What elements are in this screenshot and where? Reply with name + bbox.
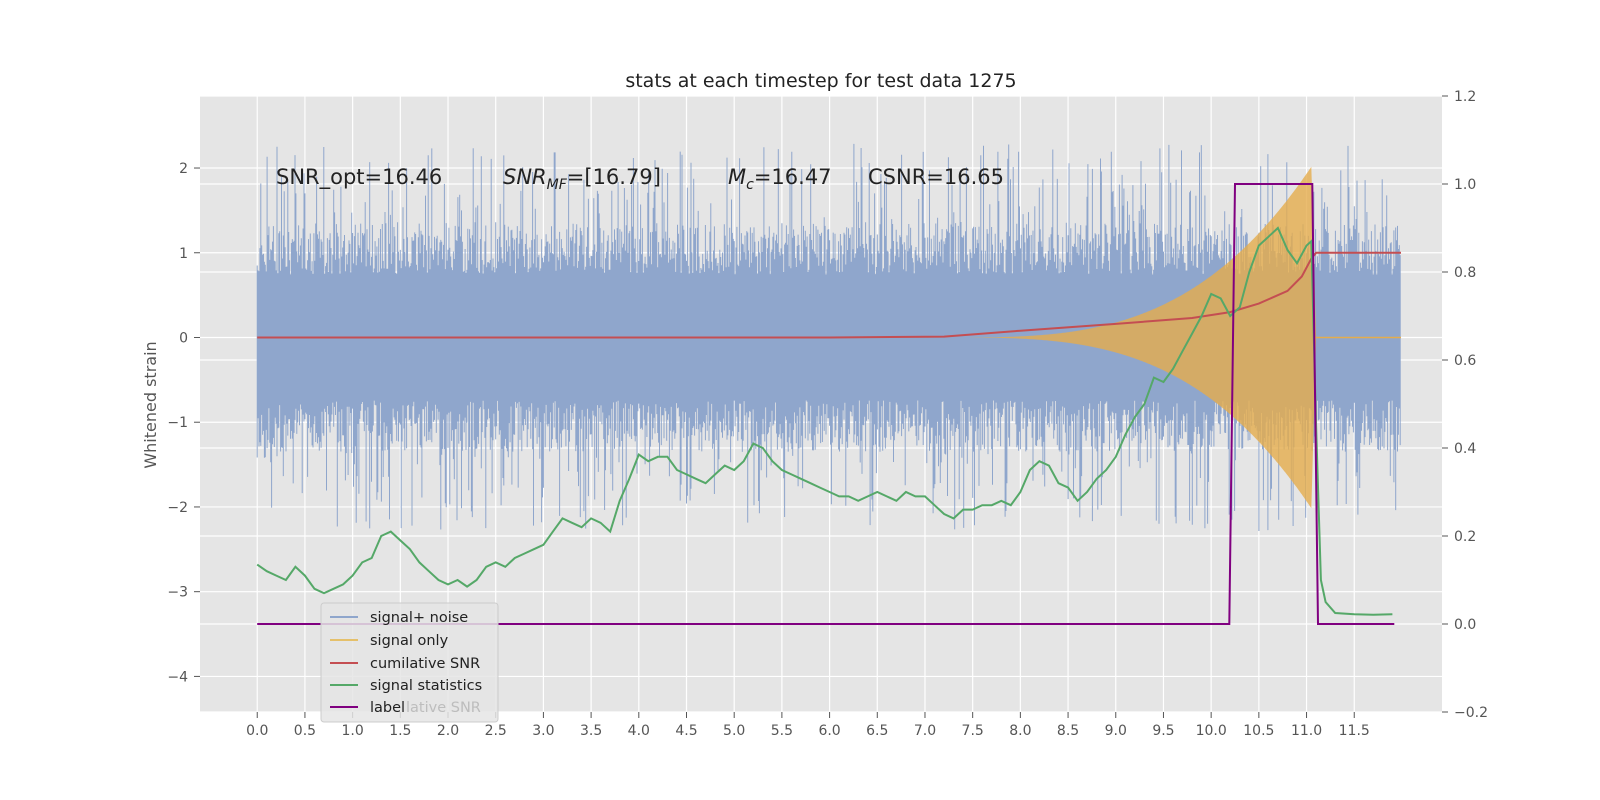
annotation-mc: Mc=16.47: [728, 165, 832, 193]
y-tick-label: −2: [167, 500, 188, 516]
legend-box: [320, 602, 499, 723]
x-tick-label: 3.0: [532, 723, 554, 739]
x-tick-label: 11.0: [1291, 723, 1322, 739]
x-tick-label: 10.0: [1196, 723, 1227, 739]
y-tick-label: 0: [179, 330, 188, 346]
x-tick-label: 4.0: [628, 723, 650, 739]
y-tick-label: −3: [167, 585, 188, 601]
x-tick-label: 2.5: [485, 723, 507, 739]
y-axis-ticks: 2 1 0 −1 −2 −3 −4: [167, 161, 200, 685]
annotations: SNR_opt=16.46 SNRMF=[16.79] Mc=16.47 CSN…: [276, 165, 1004, 193]
signal-only-trace: [944, 166, 1401, 509]
legend-entry-signal-noise: signal+ noise: [330, 610, 468, 626]
y-tick-label: 1: [179, 246, 188, 262]
y-tick-label: −4: [167, 669, 188, 685]
legend-label-cumilative-snr: cumilative SNR: [370, 656, 480, 672]
x-tick-label: 1.5: [389, 723, 411, 739]
legend: lative SNR signal+ noise signal only cum…: [320, 602, 499, 723]
x-tick-label: 10.5: [1243, 723, 1274, 739]
x-tick-label: 0.5: [294, 723, 316, 739]
annotation-snr-mf: SNRMF=[16.79]: [503, 165, 661, 193]
x-tick-label: 5.5: [771, 723, 793, 739]
legend-entry-cumilative-snr: cumilative SNR: [330, 656, 480, 672]
x-axis-ticks: 0.0 0.5 1.0 1.5 2.0 2.5 3.0 3.5 4.0 4.5 5.0 5.5 6.0 6…: [246, 712, 1370, 739]
annotation-snr-opt: SNR_opt=16.46: [276, 165, 442, 190]
x-tick-label: 6.5: [866, 723, 888, 739]
x-tick-label: 4.5: [675, 723, 697, 739]
y2-tick-label: 1.2: [1454, 89, 1476, 105]
series-lines: [256, 183, 1401, 625]
x-tick-label: 6.0: [818, 723, 840, 739]
legend-entry-signal-statistics: signal statistics: [330, 678, 482, 694]
legend-label-label: label: [370, 700, 405, 716]
annotation-csnr: CSNR=16.65: [868, 165, 1004, 189]
signal-only-envelope: [944, 166, 1317, 509]
y-tick-label: 2: [179, 161, 188, 177]
chart-title: stats at each timestep for test data 127…: [625, 70, 1016, 92]
x-tick-label: 9.5: [1152, 723, 1174, 739]
y2-tick-label: 1.0: [1454, 177, 1476, 193]
y-axis-label: Whitened strain: [141, 341, 160, 468]
y2-tick-label: 0.6: [1454, 353, 1476, 369]
legend-label-signal-noise: signal+ noise: [370, 610, 468, 626]
x-tick-label: 3.5: [580, 723, 602, 739]
legend-label-signal-only: signal only: [370, 633, 449, 649]
series-signal-statistics: [256, 226, 1393, 616]
legend-entry-signal-only: signal only: [330, 633, 449, 649]
x-tick-label: 7.5: [962, 723, 984, 739]
y2-tick-label: 0.2: [1454, 529, 1476, 545]
legend-entry-label: label: [330, 700, 405, 716]
x-tick-label: 8.5: [1057, 723, 1079, 739]
y2-tick-label: 0.8: [1454, 265, 1476, 281]
x-tick-label: 11.5: [1339, 723, 1370, 739]
x-tick-label: 9.0: [1105, 723, 1127, 739]
series-label: [257, 183, 1395, 625]
legend-ghost-text: lative SNR: [406, 700, 481, 716]
x-tick-label: 5.0: [723, 723, 745, 739]
x-tick-label: 1.0: [341, 723, 363, 739]
x-tick-label: 8.0: [1009, 723, 1031, 739]
x-tick-label: 2.0: [437, 723, 459, 739]
x-tick-label: 7.0: [914, 723, 936, 739]
y-tick-label: −1: [167, 415, 188, 431]
y2-tick-label: 0.4: [1454, 441, 1476, 457]
y2-tick-label: −0.2: [1454, 705, 1488, 721]
y2-axis-ticks: 1.2 1.0 0.8 0.6 0.4 0.2 0.0 −0.2: [1442, 89, 1488, 721]
x-tick-label: 0.0: [246, 723, 268, 739]
legend-label-signal-statistics: signal statistics: [370, 678, 482, 694]
series-cumilative-snr: [257, 251, 1401, 339]
y2-tick-label: 0.0: [1454, 617, 1476, 633]
